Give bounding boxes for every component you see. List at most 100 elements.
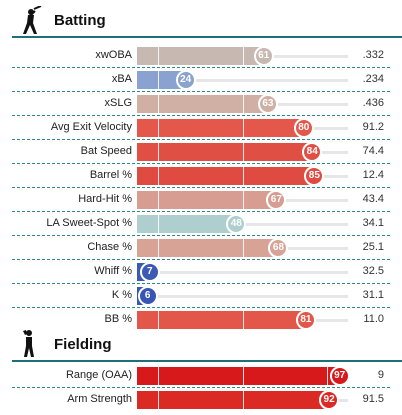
metric-value: 9 — [377, 369, 384, 381]
percentile-track: 61 — [137, 46, 348, 66]
percentile-badge: 80 — [293, 118, 314, 138]
percentile-badge: 97 — [329, 366, 350, 386]
metric-label: Whiff % — [94, 265, 132, 277]
percentile-bar — [137, 367, 342, 385]
metric-value: 25.1 — [362, 241, 384, 253]
metric-row-bat-speed: Bat Speed 84 74.4 — [0, 140, 402, 164]
percentile-badge: 48 — [226, 214, 247, 234]
batting-divider — [12, 36, 402, 38]
percentile-remainder — [265, 55, 348, 58]
percentile-gridline — [242, 95, 244, 113]
metric-label: xBA — [111, 73, 132, 85]
row-separator — [12, 235, 390, 236]
percentile-track: 68 — [137, 238, 348, 258]
percentile-gridline — [158, 167, 160, 185]
metric-row-avg-exit-velocity: Avg Exit Velocity 80 91.2 — [0, 116, 402, 140]
percentile-gridline — [158, 367, 160, 385]
percentile-remainder — [331, 399, 348, 402]
metric-row-xslg: xSLG 63 .436 — [0, 92, 402, 116]
metric-value: 43.4 — [362, 193, 384, 205]
percentile-remainder — [149, 295, 348, 298]
percentile-track: 6 — [137, 286, 348, 306]
percentile-gridline — [158, 95, 160, 113]
percentile-remainder — [307, 319, 348, 322]
percentile-bar — [137, 239, 281, 257]
percentile-gridline — [242, 367, 244, 385]
percentile-bar — [137, 95, 270, 113]
metric-row-la-sweet-spot: LA Sweet-Spot % 48 34.1 — [0, 212, 402, 236]
percentile-gridline — [242, 119, 244, 137]
row-separator — [12, 139, 390, 140]
metric-row-chase: Chase % 68 25.1 — [0, 236, 402, 260]
percentile-badge: 63 — [257, 94, 278, 114]
percentile-remainder — [269, 103, 348, 106]
fielding-title: Fielding — [54, 336, 112, 353]
percentile-gridline — [158, 191, 160, 209]
metric-value: 31.1 — [362, 289, 384, 301]
percentile-gridline — [158, 143, 160, 161]
metric-value: .436 — [362, 97, 384, 109]
percentile-track: 48 — [137, 214, 348, 234]
percentile-badge: 61 — [253, 46, 274, 66]
metric-label: K % — [111, 289, 132, 301]
percentile-gridline — [158, 391, 160, 409]
percentile-remainder — [151, 271, 348, 274]
metric-value: .332 — [362, 49, 384, 61]
row-separator — [12, 115, 390, 116]
metric-value: 11.0 — [363, 313, 384, 325]
percentile-bar — [137, 47, 266, 65]
percentile-badge: 24 — [175, 70, 196, 90]
percentile-track: 67 — [137, 190, 348, 210]
percentile-track: 85 — [137, 166, 348, 186]
percentile-gridline — [158, 311, 160, 329]
percentile-gridline — [242, 143, 244, 161]
row-separator — [12, 307, 390, 308]
metric-label: xwOBA — [95, 49, 132, 61]
metric-label: LA Sweet-Spot % — [46, 217, 132, 229]
metric-row-range-oaa: Range (OAA) 97 9 — [0, 364, 402, 388]
percentile-remainder — [280, 247, 348, 250]
percentile-gridline — [242, 239, 244, 257]
percentile-bar — [137, 167, 317, 185]
row-separator — [12, 283, 390, 284]
metric-label: Bat Speed — [80, 145, 132, 157]
percentile-badge: 92 — [319, 390, 340, 410]
metric-label: Hard-Hit % — [78, 193, 132, 205]
percentile-bar — [137, 143, 315, 161]
percentile-track: 7 — [137, 262, 348, 282]
metric-row-xba: xBA 24 .234 — [0, 68, 402, 92]
percentile-gridline — [158, 71, 160, 89]
metric-value: 91.5 — [362, 393, 384, 405]
percentile-badge: 81 — [295, 310, 316, 330]
percentile-gridline — [158, 239, 160, 257]
metric-value: 34.1 — [362, 217, 384, 229]
fielder-silhouette-icon — [23, 330, 34, 357]
percentile-badge: 84 — [302, 142, 323, 162]
percentile-bar — [137, 119, 306, 137]
metric-value: .234 — [362, 73, 384, 85]
percentile-remainder — [314, 151, 348, 154]
fielding-divider — [12, 360, 402, 362]
metric-label: Arm Strength — [67, 393, 132, 405]
metric-row-barrel: Barrel % 85 12.4 — [0, 164, 402, 188]
percentile-gridline — [242, 191, 244, 209]
percentile-badge: 68 — [268, 238, 289, 258]
percentile-bar — [137, 391, 332, 409]
percentile-track: 80 — [137, 118, 348, 138]
metric-row-whiff: Whiff % 7 32.5 — [0, 260, 402, 284]
percentile-track: 84 — [137, 142, 348, 162]
percentile-badge: 67 — [266, 190, 287, 210]
percentile-badge: 6 — [137, 286, 158, 306]
percentile-badge: 85 — [304, 166, 325, 186]
metric-label: Range (OAA) — [65, 369, 132, 381]
percentile-track: 24 — [137, 70, 348, 90]
percentile-remainder — [187, 79, 348, 82]
percentile-badge: 7 — [139, 262, 160, 282]
percentile-bar — [137, 311, 308, 329]
percentile-remainder — [316, 175, 348, 178]
percentile-track: 92 — [137, 390, 348, 410]
metric-label: BB % — [104, 313, 132, 325]
metric-label: Barrel % — [89, 169, 132, 181]
percentile-gridline — [242, 311, 244, 329]
percentile-bar — [137, 215, 239, 233]
